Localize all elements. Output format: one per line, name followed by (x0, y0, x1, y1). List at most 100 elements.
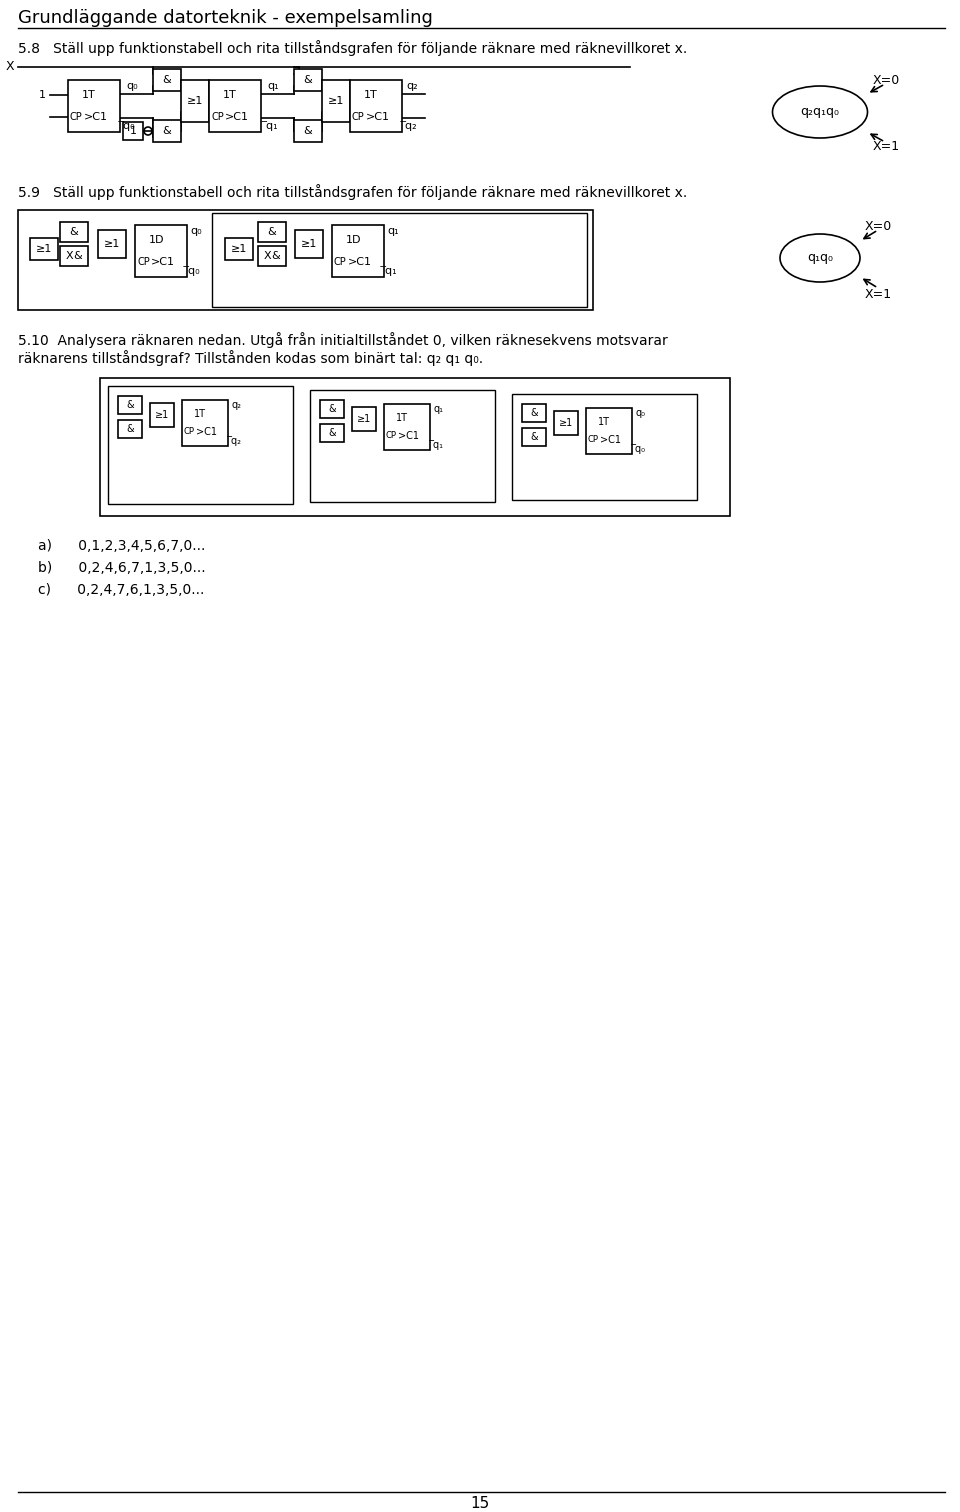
Text: &: & (530, 408, 538, 417)
Text: q₁q₀: q₁q₀ (807, 251, 833, 265)
Text: >C1: >C1 (151, 257, 175, 268)
Text: ≥1: ≥1 (155, 410, 169, 420)
Text: q₁: q₁ (434, 404, 444, 414)
Text: 1D: 1D (149, 234, 164, 245)
Text: X: X (264, 251, 272, 262)
Text: X=1: X=1 (865, 287, 892, 301)
Text: &: & (272, 251, 280, 262)
Bar (554, 411, 578, 435)
Text: CP: CP (386, 431, 397, 440)
Text: 5.9   Ställ upp funktionstabell och rita tillståndsgrafen för följande räknare m: 5.9 Ställ upp funktionstabell och rita t… (18, 184, 687, 200)
Bar (123, 122, 143, 141)
Text: &: & (70, 227, 79, 237)
Text: q₁: q₁ (387, 225, 398, 236)
Text: 1T: 1T (364, 91, 377, 100)
Text: CP: CP (211, 112, 224, 122)
Bar (153, 119, 181, 142)
Text: >C1: >C1 (348, 257, 372, 268)
Text: CP: CP (137, 257, 150, 268)
Text: ̅q₀: ̅q₀ (124, 121, 135, 132)
Bar (18, 210, 593, 310)
Text: ≥1: ≥1 (559, 417, 573, 428)
Bar (225, 237, 253, 260)
Text: >C1: >C1 (366, 112, 390, 122)
Bar (209, 80, 261, 132)
Text: 1T: 1T (396, 413, 408, 423)
Bar (384, 404, 430, 451)
Text: räknarens tillståndsgraf? Tillstånden kodas som binärt tal: q₂ q₁ q₀.: räknarens tillståndsgraf? Tillstånden ko… (18, 349, 483, 366)
Bar (320, 423, 344, 442)
Text: CP: CP (184, 428, 195, 437)
Text: X=0: X=0 (873, 74, 900, 86)
Text: >C1: >C1 (196, 426, 217, 437)
Bar (30, 237, 58, 260)
Bar (310, 390, 495, 502)
Bar (258, 222, 286, 242)
Bar (586, 408, 632, 454)
Bar (135, 225, 187, 277)
Bar (350, 80, 402, 132)
Bar (100, 378, 730, 516)
Text: ̅q₂: ̅q₂ (232, 435, 242, 446)
Text: ≥1: ≥1 (230, 243, 247, 254)
Text: 1T: 1T (223, 91, 237, 100)
Text: 1T: 1T (82, 91, 96, 100)
Text: 5.8   Ställ upp funktionstabell och rita tillståndsgrafen för följande räknare m: 5.8 Ställ upp funktionstabell och rita t… (18, 39, 687, 56)
Text: ̅q₂: ̅q₂ (406, 121, 418, 132)
Text: ≥1: ≥1 (357, 414, 372, 423)
Text: b)      0,2,4,6,7,1,3,5,0...: b) 0,2,4,6,7,1,3,5,0... (38, 561, 205, 575)
Text: >C1: >C1 (225, 112, 249, 122)
Text: X: X (6, 60, 14, 74)
Bar (98, 230, 126, 259)
Text: q₂: q₂ (406, 82, 418, 91)
Bar (352, 407, 376, 431)
Bar (332, 225, 384, 277)
Text: &: & (530, 432, 538, 442)
Bar (322, 80, 350, 122)
Text: q₀: q₀ (636, 408, 646, 417)
Bar (181, 80, 209, 122)
Text: q₁: q₁ (267, 82, 278, 91)
Bar (522, 428, 546, 446)
Bar (150, 404, 174, 426)
Text: CP: CP (588, 435, 599, 445)
Bar (512, 395, 697, 500)
Text: &: & (268, 227, 276, 237)
Text: >C1: >C1 (84, 112, 108, 122)
Text: ≥1: ≥1 (104, 239, 120, 249)
Bar (60, 246, 88, 266)
Text: ≥1: ≥1 (187, 95, 204, 106)
Bar (522, 404, 546, 422)
Text: q₂q₁q₀: q₂q₁q₀ (801, 106, 839, 118)
Text: &: & (126, 423, 133, 434)
Text: CP: CP (352, 112, 365, 122)
Text: q₀: q₀ (126, 82, 137, 91)
Text: 1D: 1D (346, 234, 362, 245)
Text: ≥1: ≥1 (300, 239, 317, 249)
Text: &: & (328, 428, 336, 438)
Text: &: & (328, 404, 336, 414)
Text: ̅q₀: ̅q₀ (189, 266, 201, 277)
Bar (212, 213, 587, 307)
Text: >C1: >C1 (600, 435, 621, 445)
Text: q₀: q₀ (190, 225, 202, 236)
Text: ̅q₀: ̅q₀ (636, 445, 646, 454)
Text: X: X (66, 251, 74, 262)
Bar (60, 222, 88, 242)
Text: ̅q₁: ̅q₁ (434, 440, 444, 451)
Text: q₂: q₂ (232, 401, 242, 410)
Text: &: & (303, 125, 312, 136)
Text: ≥1: ≥1 (327, 95, 345, 106)
Bar (320, 401, 344, 417)
Bar (258, 246, 286, 266)
Text: Grundläggande datorteknik - exempelsamling: Grundläggande datorteknik - exempelsamli… (18, 9, 433, 27)
Text: c)      0,2,4,7,6,1,3,5,0...: c) 0,2,4,7,6,1,3,5,0... (38, 584, 204, 597)
Text: 1T: 1T (598, 417, 610, 426)
Text: CP: CP (334, 257, 347, 268)
Bar (108, 386, 293, 503)
Bar (118, 396, 142, 414)
Text: X=0: X=0 (865, 219, 892, 233)
Text: X=1: X=1 (873, 141, 900, 154)
Bar (118, 420, 142, 438)
Bar (294, 119, 322, 142)
